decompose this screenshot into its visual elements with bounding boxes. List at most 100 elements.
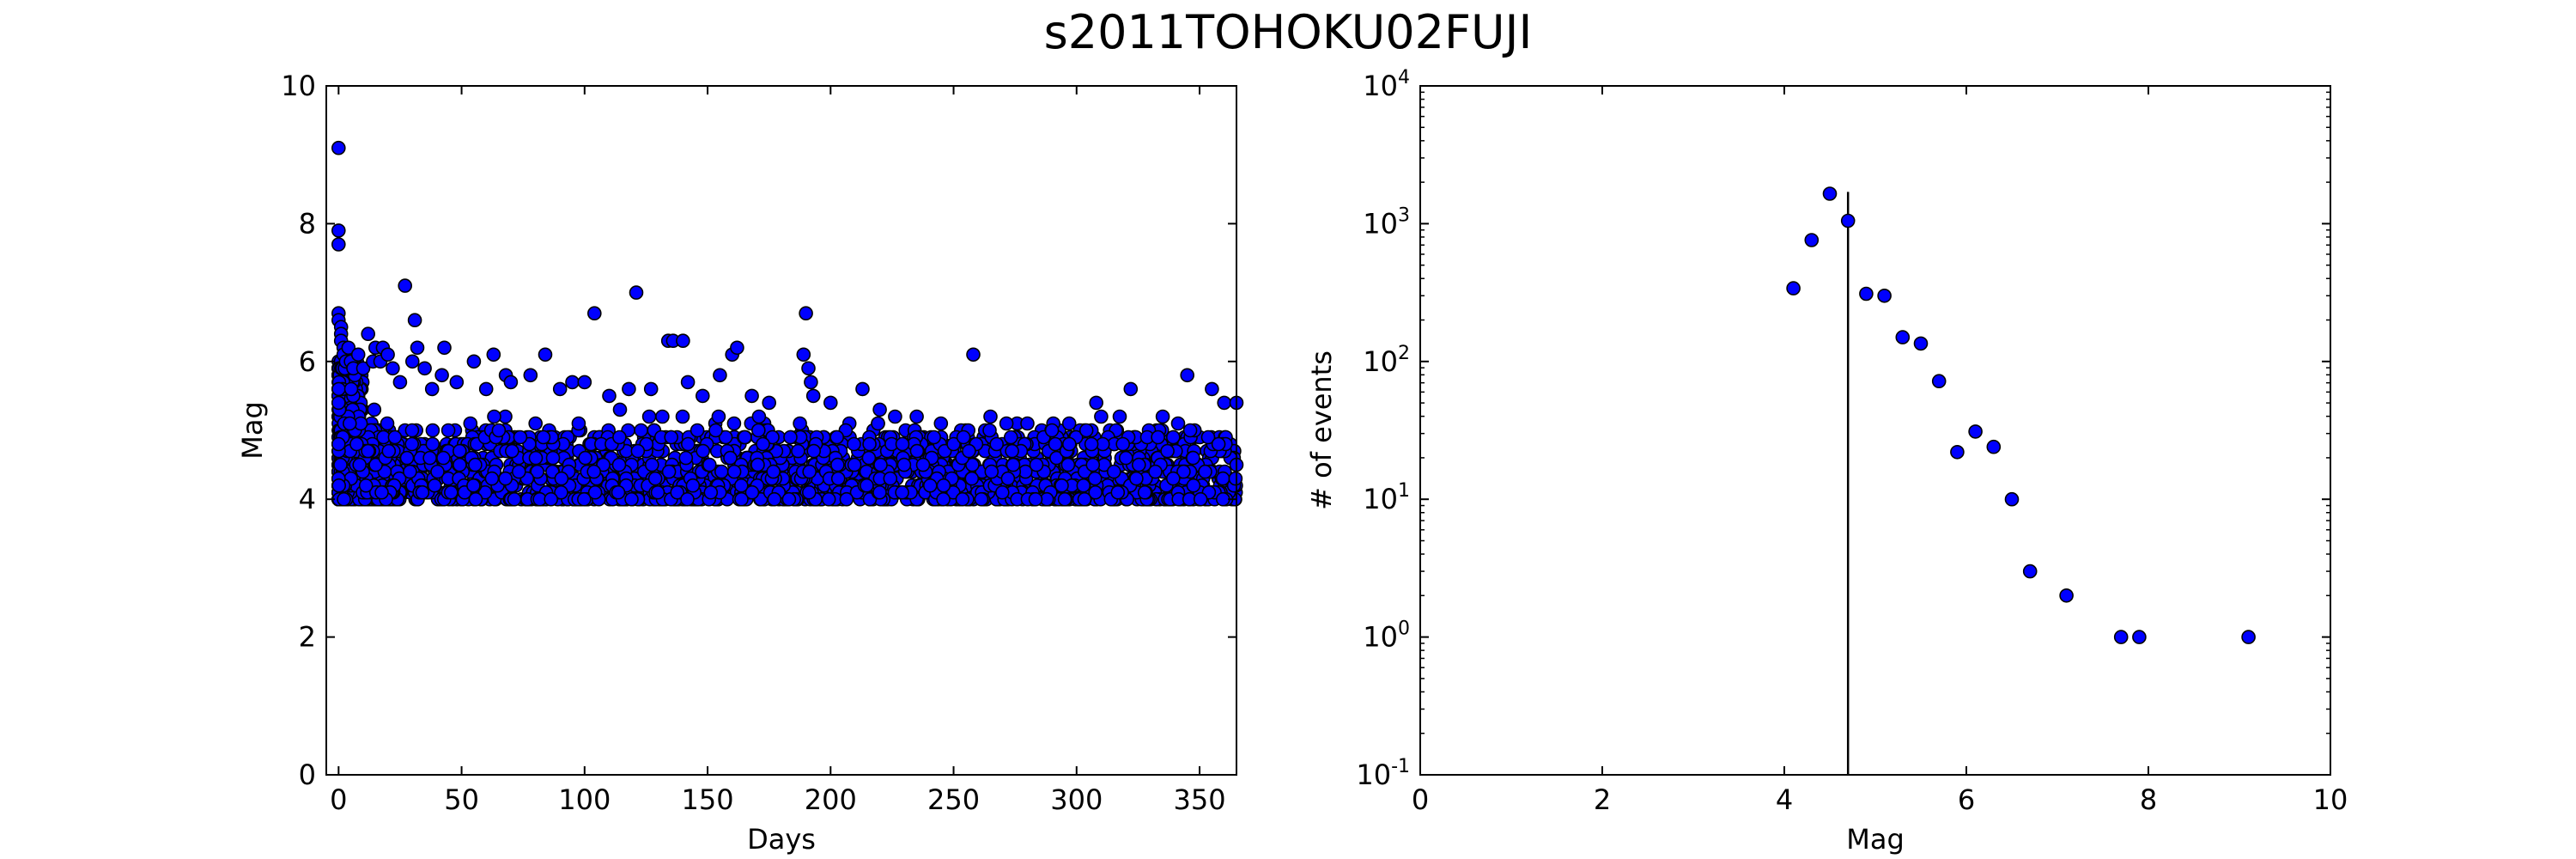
left-data-point (374, 484, 389, 500)
right-x-tick-label: 0 (1412, 783, 1429, 816)
left-data-point (895, 436, 910, 452)
left-data-point (644, 457, 659, 472)
left-data-point (392, 375, 408, 390)
left-x-tick-label: 100 (558, 783, 611, 816)
left-data-point (829, 430, 845, 445)
left-data-point (896, 457, 912, 472)
left-data-point (680, 375, 696, 390)
left-data-point (1166, 471, 1181, 486)
left-data-point (791, 443, 805, 459)
left-data-point (630, 443, 646, 459)
left-data-point (596, 457, 611, 472)
left-data-point (1000, 471, 1016, 486)
left-data-point (1205, 381, 1219, 397)
left-data-point (781, 491, 797, 507)
left-data-point (1044, 423, 1060, 438)
right-x-axis-label: Mag (1846, 823, 1905, 856)
left-data-point (577, 375, 592, 390)
right-data-point (2004, 491, 2020, 507)
left-data-point (1228, 471, 1243, 486)
left-data-point (730, 340, 744, 356)
left-data-point (503, 375, 519, 390)
left-data-point (860, 478, 874, 493)
right-data-point (2113, 630, 2129, 644)
left-data-point (847, 457, 862, 472)
left-data-point (999, 416, 1014, 431)
right-x-tick-label: 10 (2313, 783, 2348, 816)
left-data-point (350, 347, 366, 362)
left-data-point (352, 457, 368, 472)
left-data-point (1186, 478, 1201, 493)
left-data-point (1217, 395, 1231, 411)
left-data-point (872, 402, 887, 417)
left-data-point (403, 464, 417, 479)
left-data-point (544, 491, 559, 507)
left-data-point (650, 484, 665, 500)
left-data-point (1076, 478, 1091, 493)
left-data-point (830, 457, 845, 472)
left-data-point (437, 340, 452, 356)
left-data-point (486, 347, 501, 362)
left-data-point (571, 416, 586, 431)
left-data-point (586, 306, 602, 321)
left-data-point (612, 430, 627, 445)
right-ticks-layer: 0 2 4 6 8 10 10-1 100 101 102 103 104 (1356, 67, 2348, 816)
left-data-point (1216, 491, 1230, 507)
left-data-point (331, 237, 346, 252)
left-data-point (1087, 471, 1103, 486)
left-data-point (1119, 450, 1133, 466)
left-data-point (331, 140, 346, 155)
left-data-point (664, 430, 679, 445)
right-x-tick-label: 4 (1776, 783, 1793, 816)
left-data-point (1004, 430, 1018, 445)
left-data-point (425, 423, 440, 438)
left-data-point (361, 326, 376, 342)
left-data-point (685, 478, 701, 493)
left-data-point (528, 416, 544, 431)
left-data-point (602, 388, 617, 404)
left-data-point (643, 381, 659, 397)
left-data-point (434, 368, 449, 383)
left-y-tick-label: 0 (299, 758, 316, 791)
left-data-point (565, 375, 580, 390)
left-data-point (380, 416, 395, 431)
right-y-tick-label: 101 (1363, 480, 1410, 515)
left-data-point (1020, 416, 1035, 431)
left-data-point (536, 430, 551, 445)
left-data-point (355, 361, 371, 376)
left-data-point (823, 395, 838, 411)
left-y-tick-label: 4 (299, 483, 316, 515)
left-data-point (927, 430, 941, 445)
left-data-point (331, 381, 346, 397)
left-y-tick-label: 2 (299, 621, 316, 654)
left-data-point (766, 464, 781, 479)
left-x-tick-label: 300 (1050, 783, 1103, 816)
left-data-point (1089, 395, 1103, 411)
right-points-layer (1786, 186, 2256, 644)
left-data-point (407, 313, 422, 328)
left-data-point (1005, 457, 1021, 472)
left-data-point (989, 436, 1004, 452)
left-data-point (523, 368, 538, 383)
left-data-point (449, 375, 465, 390)
left-data-point (744, 484, 760, 500)
left-data-point (801, 361, 816, 376)
left-data-point (452, 443, 467, 459)
right-data-point (2132, 630, 2147, 644)
left-data-point (1166, 430, 1181, 445)
left-data-point (703, 484, 719, 500)
left-data-point (511, 464, 526, 479)
left-data-point (538, 347, 553, 362)
left-data-point (361, 443, 375, 459)
left-data-point (586, 464, 602, 479)
left-data-point (436, 450, 451, 466)
left-data-point (830, 471, 846, 486)
left-x-tick-label: 50 (444, 783, 479, 816)
left-x-tick-label: 350 (1173, 783, 1225, 816)
left-data-point (404, 423, 420, 438)
left-data-point (678, 450, 694, 466)
left-data-point (349, 436, 364, 452)
left-data-point (333, 457, 348, 472)
left-data-point (1160, 443, 1175, 459)
